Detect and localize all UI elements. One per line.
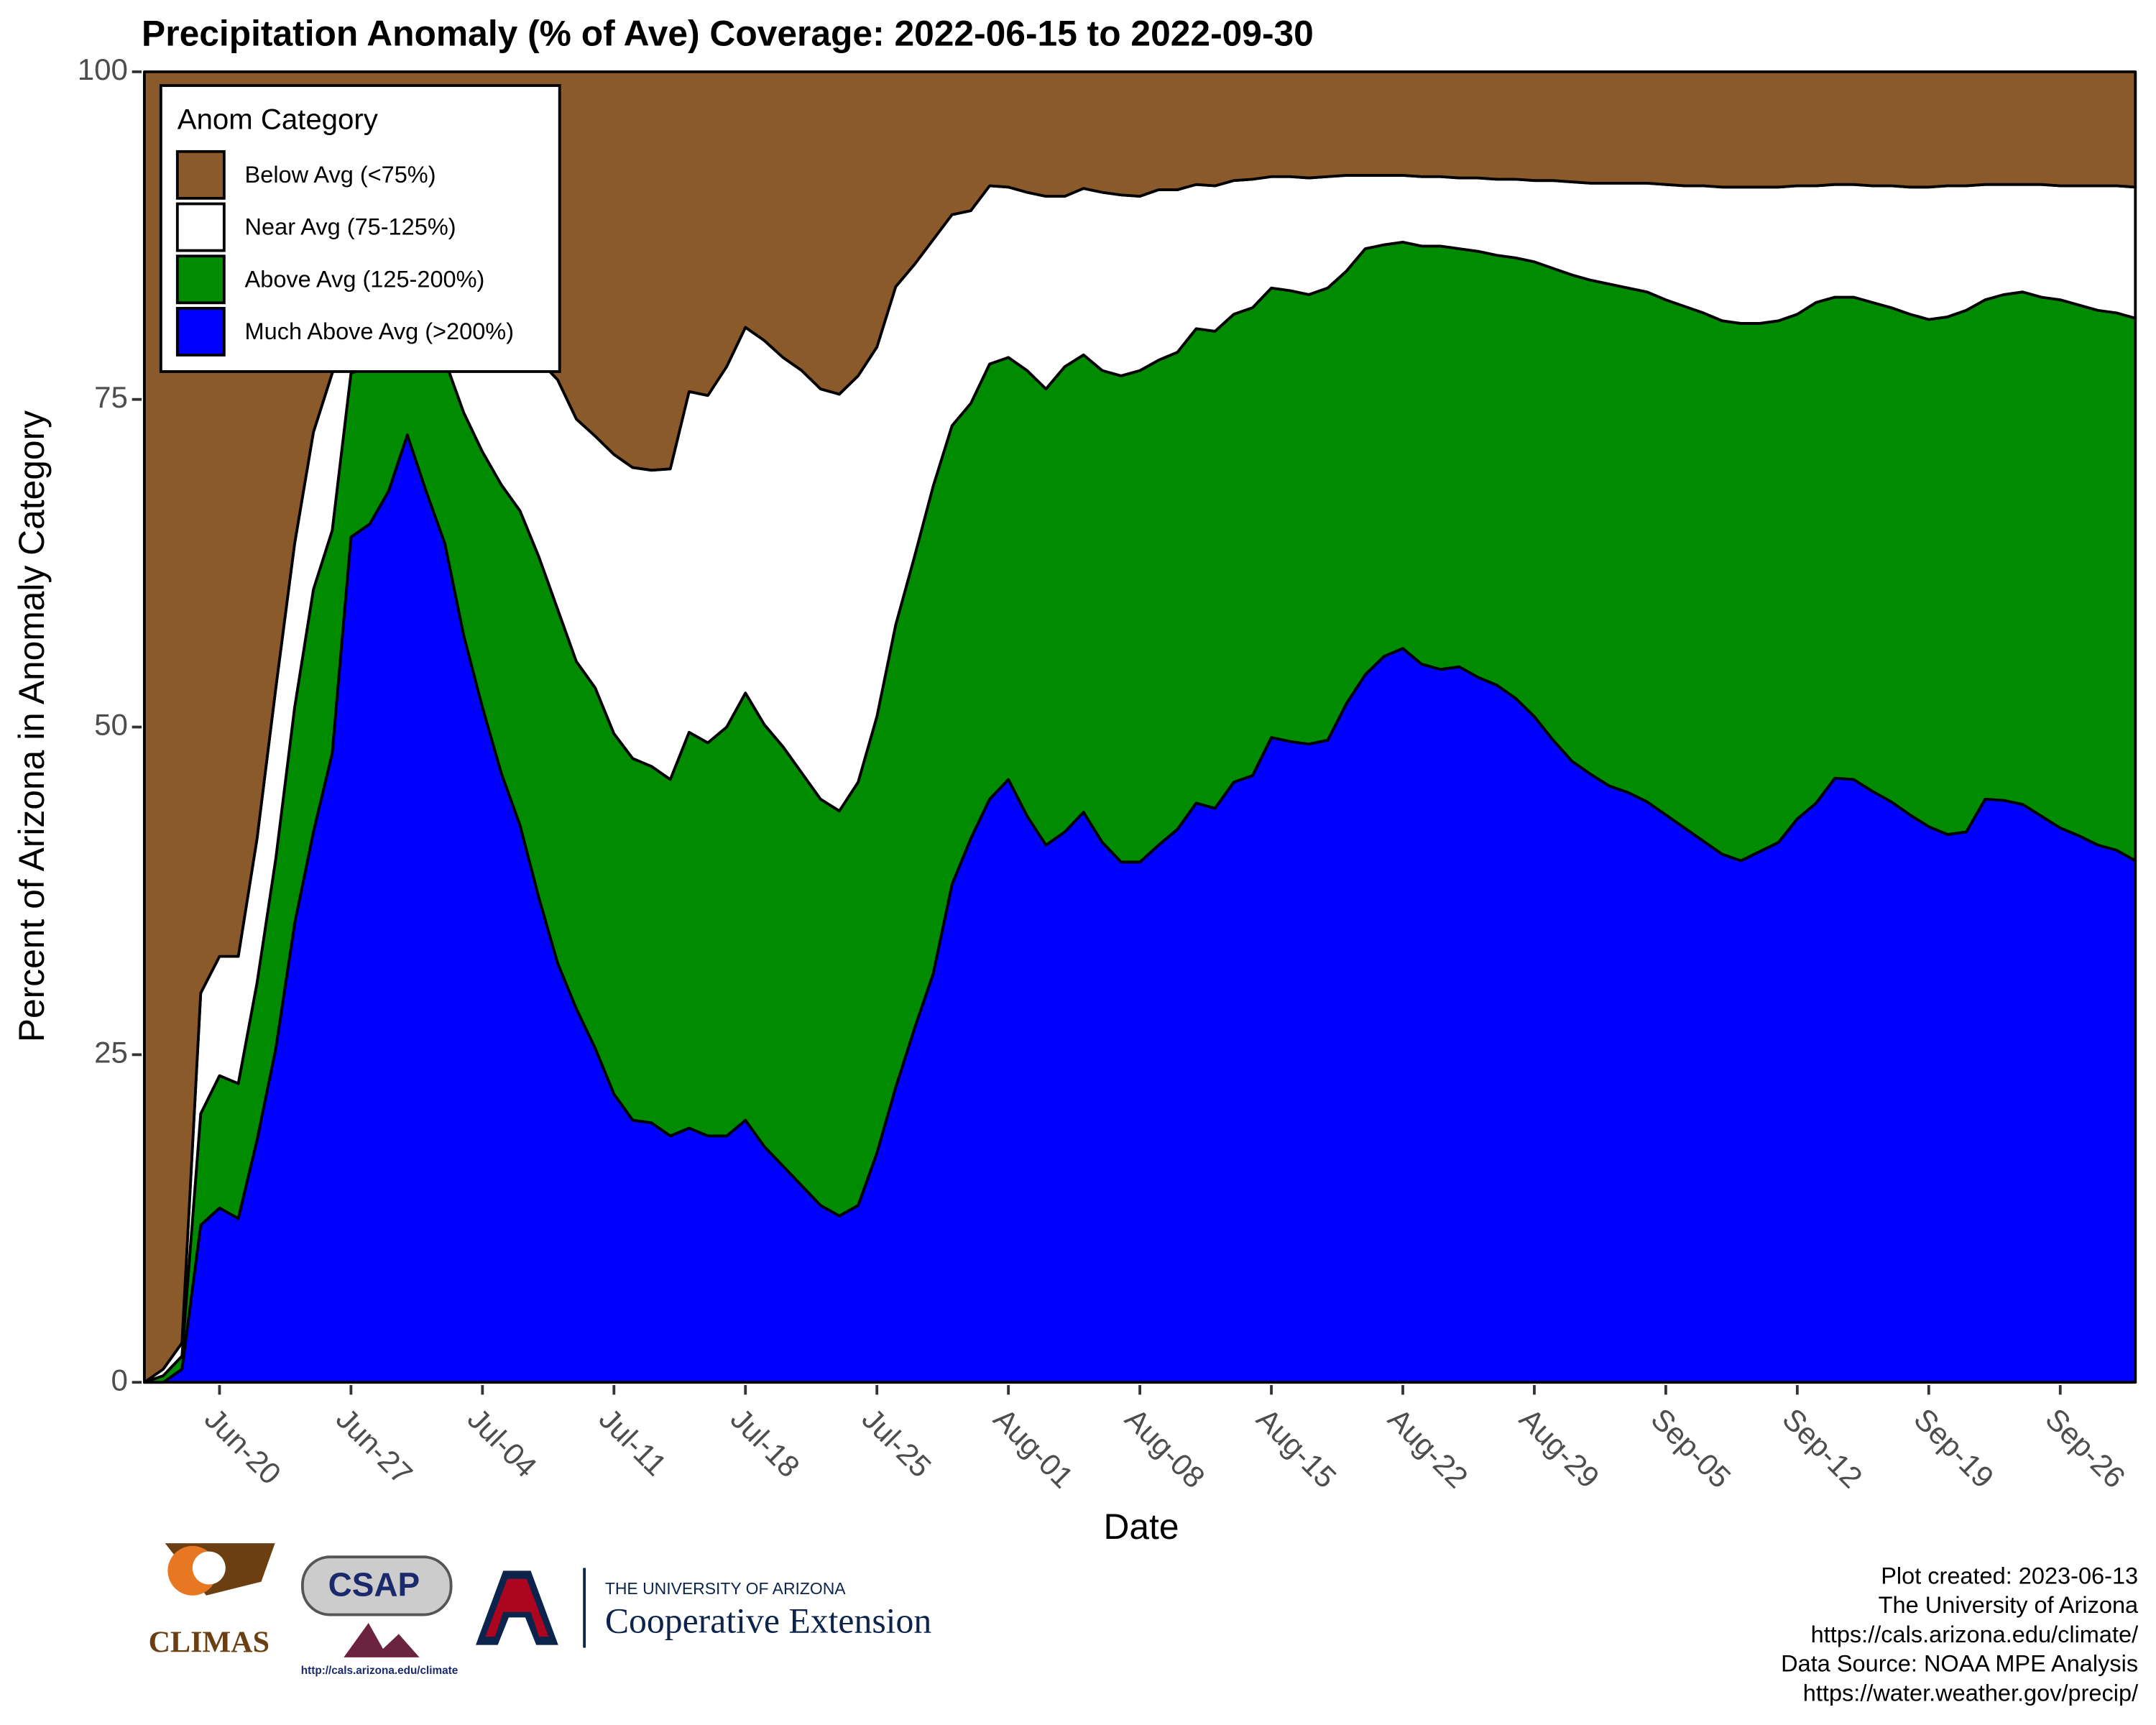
x-tick-label: Jul-25 [856,1402,938,1484]
csap-url: http://cals.arizona.edu/climate [301,1665,458,1677]
x-tick-label: Jun-20 [198,1402,287,1491]
ua-logo-inner [485,1578,549,1637]
legend: Anom Category Below Avg (<75%) Near Avg (… [159,84,561,373]
footer-line: https://cals.arizona.edu/climate/ [1811,1622,2139,1647]
y-tick-label: 50 [94,708,128,742]
x-tick-label: Sep-26 [2039,1402,2132,1494]
y-tick-label: 100 [78,52,128,86]
legend-key [175,307,226,356]
csap-mountains [344,1623,420,1657]
x-tick-label: Aug-15 [1250,1402,1343,1494]
legend-box [159,84,561,373]
climas-logo-text: CLIMAS [149,1625,270,1659]
csap-cloud [301,1555,453,1616]
chart-title: Precipitation Anomaly (% of Ave) Coverag… [142,13,1314,53]
y-axis-label: Percent of Arizona in Anomaly Category [11,410,52,1042]
area [142,70,2137,1384]
legend-label: Much Above Avg (>200%) [245,318,514,344]
x-tick-label: Sep-12 [1776,1402,1869,1494]
legend-label: Above Avg (125-200%) [245,266,485,292]
legend-key [175,202,226,252]
x-tick-label: Jun-27 [330,1402,419,1491]
logos: CLIMAS CSAP http://cals.arizona.edu/clim… [149,1543,932,1677]
plot-area [142,70,2137,1384]
x-tick-label: Aug-22 [1381,1402,1474,1494]
y-tick-label: 75 [94,380,128,414]
climas-logo-cloud [192,1551,226,1585]
x-tick-label: Sep-19 [1907,1402,2000,1494]
x-tick-label: Aug-29 [1513,1402,1606,1494]
legend-key [175,254,226,305]
footer-line: Plot created: 2023-06-13 [1881,1563,2138,1588]
extension-name: Cooperative Extension [605,1601,932,1640]
x-tick-label: Aug-08 [1119,1402,1212,1494]
legend-label: Near Avg (75-125%) [245,214,456,240]
x-tick-label: Jul-04 [461,1402,543,1484]
x-tick-label: Jul-11 [593,1402,673,1482]
footer-line: The University of Arizona [1879,1592,2139,1618]
x-tick-label: Jul-18 [724,1402,806,1484]
csap-text: CSAP [328,1565,420,1603]
x-tick-label: Aug-01 [987,1402,1080,1494]
x-axis-label: Date [1103,1506,1179,1547]
legend-title: Anom Category [178,103,378,135]
footer: Plot created: 2023-06-13 The University o… [1781,1563,2139,1706]
x-tick-label: Sep-05 [1644,1402,1737,1494]
y-tick-label: 25 [94,1036,128,1070]
ua-name: THE UNIVERSITY OF ARIZONA [605,1579,846,1598]
legend-key [175,150,226,200]
y-tick-label: 0 [111,1363,128,1397]
legend-label: Below Avg (<75%) [245,162,436,188]
footer-line: Data Source: NOAA MPE Analysis [1781,1651,2138,1677]
footer-line: https://water.weather.gov/precip/ [1803,1680,2139,1706]
